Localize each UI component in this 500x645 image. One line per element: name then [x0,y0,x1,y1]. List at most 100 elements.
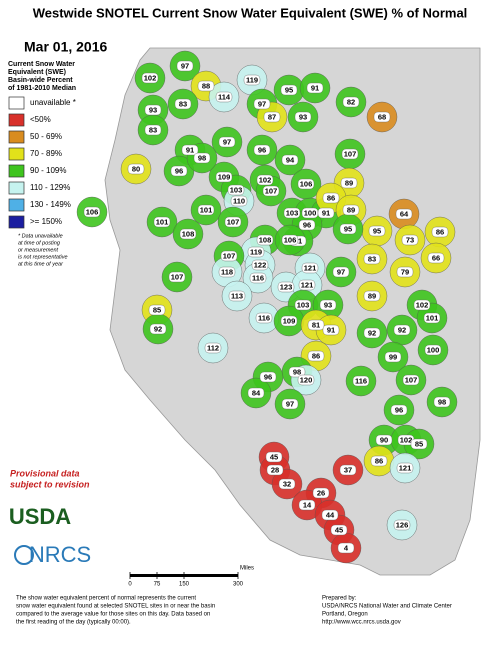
legend-swatch [8,164,25,178]
basin-label: 68 [378,112,386,121]
basin-label-box [337,542,355,554]
basin-label: 83 [179,99,187,108]
basin-label: 85 [415,439,423,448]
basin-label: 109 [283,316,296,325]
legend-label: 110 - 129% [30,183,70,192]
basin-label: 37 [344,465,352,474]
basin-label-box [243,74,261,86]
basin-label-box [230,195,248,207]
basin-label: 122 [254,260,267,269]
basin-label-box [339,223,357,235]
legend-title: Current Snow Water [8,61,75,68]
basin-label-box [144,124,162,136]
basin-label: 91 [327,325,335,334]
basin-label: 119 [250,247,262,256]
basin-label: 100 [427,345,440,354]
basin-label: 85 [153,305,161,314]
footer-right: USDA/NRCS National Water and Climate Cen… [322,604,452,610]
basin-label: 86 [436,227,444,236]
legend-title: Equivalent (SWE) [8,69,66,76]
basin-label: 81 [312,320,320,329]
basin-label-box [330,524,348,536]
basin-label-box [321,509,339,521]
basin-label-box [181,144,199,156]
basin-label-box [141,72,159,84]
basin-label-box [218,266,236,278]
basin-label-box [341,148,359,160]
basin-label-box [395,208,413,220]
basin-label-box [294,299,312,311]
basin-label-box [218,136,236,148]
basin-label: 96 [258,145,266,154]
basin-label: 118 [221,267,233,276]
basin-label: 82 [347,97,355,106]
basin-label-box [83,206,101,218]
basin-label-box [401,234,419,246]
basin-label: 106 [300,179,313,188]
legend-label: <50% [30,115,51,124]
basin-label: 80 [132,164,140,173]
basin-label-box [288,366,306,378]
basin-label-box [265,451,283,463]
basin-label: 83 [368,254,376,263]
legend-swatch [8,215,25,229]
scale-label: 150 [179,582,190,588]
basin-label-box [253,98,271,110]
basin-label-box [259,371,277,383]
basin-label: 45 [270,452,278,461]
basin-label-box [298,279,316,291]
footer-right: Portland, Oregon [322,612,368,618]
basin-label: 84 [252,388,261,397]
basin-label: 123 [280,282,293,291]
basin-label: 121 [399,463,412,472]
legend-swatch [8,147,25,161]
scale-label: 300 [233,582,244,588]
basin-label-box [423,312,441,324]
basin-label-box [312,487,330,499]
basin-label-box [373,111,391,123]
basin-label: 120 [300,375,313,384]
basin-label: 121 [304,263,317,272]
basin-label: 103 [286,208,299,217]
basin-label-box [410,438,428,450]
usda-logo: USDA [9,504,71,529]
legend-swatch [8,113,25,127]
basin-label: 89 [345,178,353,187]
basin-label-box [402,374,420,386]
basin-label-box [322,324,340,336]
basin-label: 107 [344,149,357,158]
basin-label: 96 [264,372,272,381]
basin-label: 79 [401,267,409,276]
basin-label: 89 [347,205,355,214]
basin-label-box [363,290,381,302]
title: Westwide SNOTEL Current Snow Water Equiv… [33,5,468,20]
basin-label-box [396,462,414,474]
basin-label: 83 [149,125,157,134]
basin-label: 93 [299,112,307,121]
basin-label: 89 [368,291,376,300]
basin-label: 103 [297,300,310,309]
basin-label-box [340,177,358,189]
basin-label-box [306,82,324,94]
basin-label: 26 [317,488,325,497]
basin-label-box [251,259,269,271]
legend-note: or measurement [18,247,59,253]
basin-label: 106 [86,207,99,216]
basin-label: 107 [405,375,418,384]
basin-label: 93 [149,105,157,114]
basin-label: 102 [144,73,157,82]
basin-label: 98 [293,367,301,376]
legend-swatch [8,130,25,144]
date: Mar 01, 2016 [24,39,107,55]
basin-label-box [322,192,340,204]
basin-label-box [294,111,312,123]
basin-label-box [307,319,325,331]
basin-label-box [148,304,166,316]
basin-label-box [266,464,284,476]
basin-label: 116 [258,313,270,322]
basin-label-box [281,234,299,246]
scale-bar: 0 75 150 300 Miles [128,566,254,588]
basin-label-box [370,455,388,467]
basin-label: 121 [301,280,314,289]
legend-note: at this time of year [18,261,64,267]
